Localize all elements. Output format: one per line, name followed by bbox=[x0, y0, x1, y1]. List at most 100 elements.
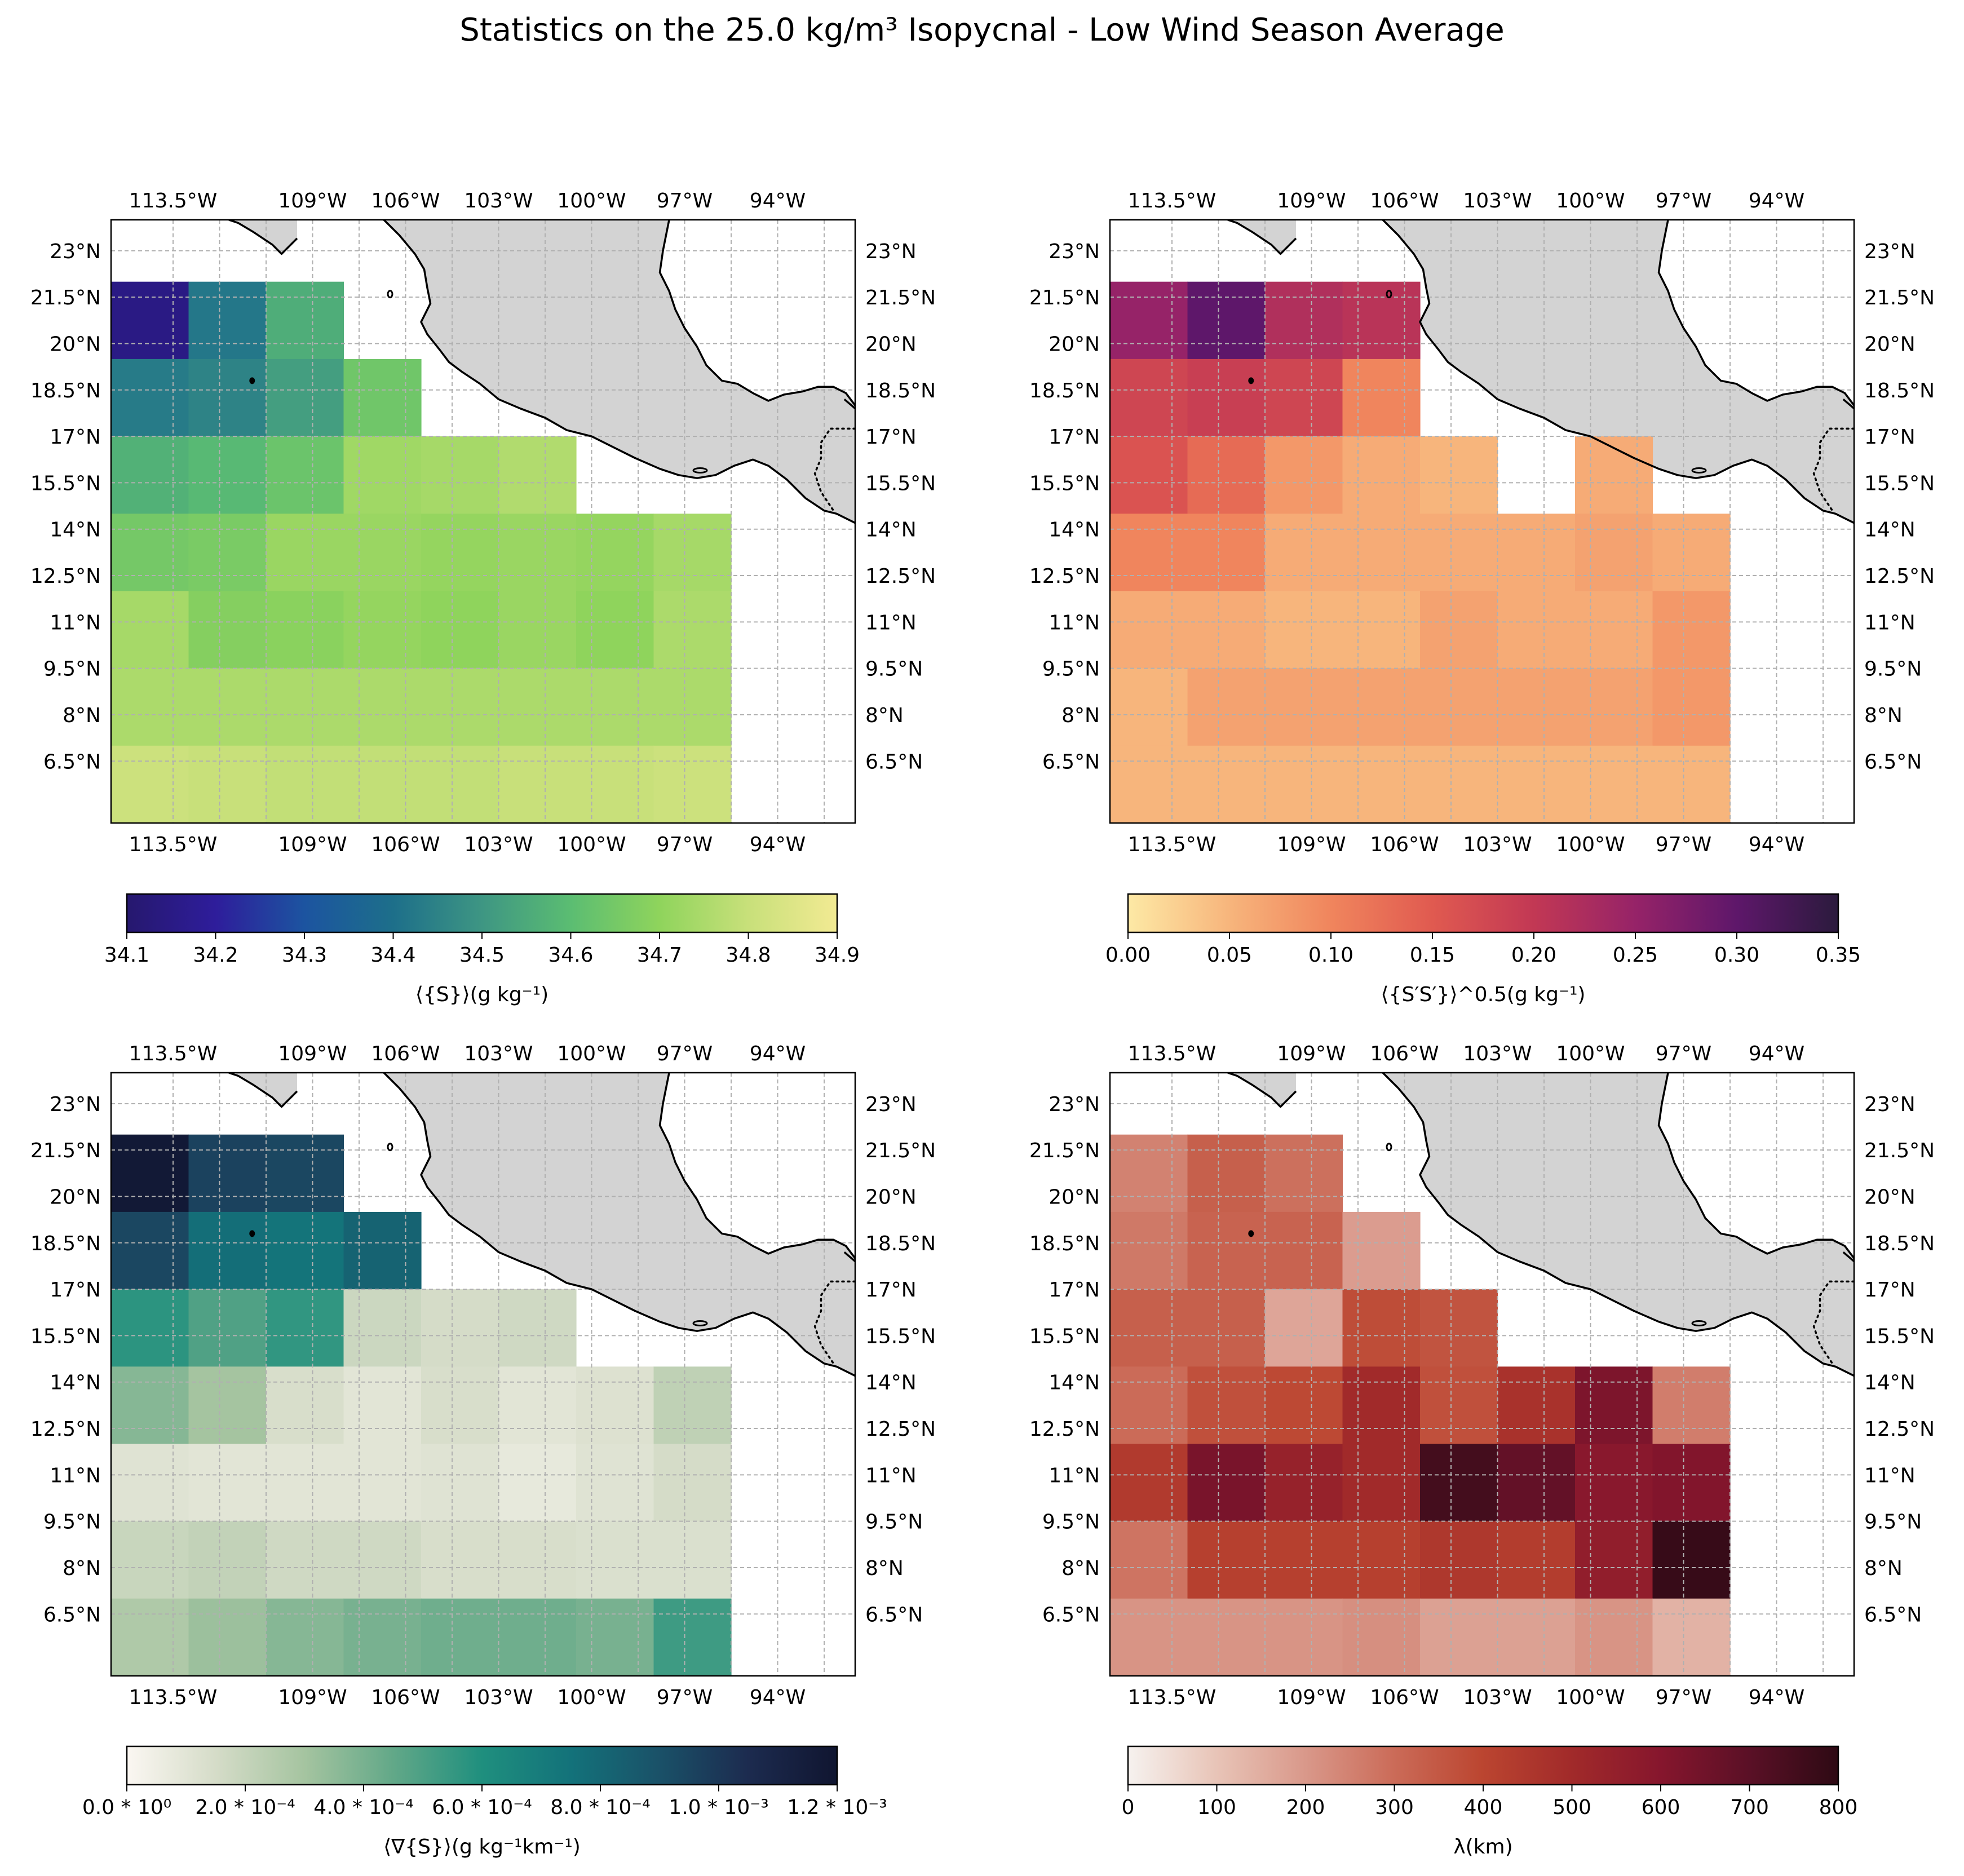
heatmap-cells bbox=[111, 1134, 732, 1676]
lat-tick-label-right: 15.5°N bbox=[865, 1325, 936, 1348]
colorbar-tick-label: 0 bbox=[1122, 1796, 1135, 1819]
heatmap-cell bbox=[266, 745, 344, 823]
island-socorro bbox=[249, 1230, 255, 1237]
lat-tick-label-left: 20°N bbox=[50, 1185, 101, 1209]
colorbar-tick-label: 34.1 bbox=[104, 944, 149, 967]
lat-tick-label-left: 11°N bbox=[1049, 1464, 1100, 1487]
gridlines bbox=[111, 220, 855, 823]
heatmap-cell bbox=[1187, 436, 1266, 514]
colorbar-tick-label: 700 bbox=[1730, 1796, 1769, 1819]
lat-tick-label-left: 21.5°N bbox=[30, 1139, 101, 1162]
lon-tick-label-bottom: 103°W bbox=[464, 833, 533, 856]
colorbar-tick-label: 100 bbox=[1197, 1796, 1236, 1819]
heatmap-cell bbox=[1110, 514, 1188, 592]
lat-tick-label-right: 23°N bbox=[865, 1093, 917, 1116]
heatmap-cell bbox=[188, 1521, 267, 1599]
heatmap-cell bbox=[343, 591, 422, 669]
lon-tick-label-bottom: 109°W bbox=[1277, 833, 1346, 856]
heatmap-cell bbox=[343, 1366, 422, 1445]
lat-tick-label-right: 15.5°N bbox=[1864, 472, 1935, 495]
lon-tick-label-top: 103°W bbox=[464, 1042, 533, 1065]
coastline-segment bbox=[843, 398, 855, 410]
heatmap-cell bbox=[1265, 436, 1343, 514]
heatmap-cell bbox=[266, 1211, 344, 1290]
heatmap-cell bbox=[1342, 1366, 1421, 1445]
lon-tick-label-top: 100°W bbox=[557, 189, 626, 213]
colorbar-mean-salinity: 34.1 34.2 34.3 34.4 34.5 34.6 34.7 34.8 34.9 ⟨{S}… bbox=[104, 893, 860, 1006]
lon-tick-label-bottom: 103°W bbox=[1463, 1686, 1532, 1709]
heatmap-cell bbox=[576, 1598, 654, 1676]
lat-tick-label-left: 9.5°N bbox=[1042, 1511, 1100, 1534]
heatmap-cell bbox=[1575, 1366, 1653, 1445]
gulf-water bbox=[660, 1073, 855, 1259]
panel-mean-salinity: 113.5°W 113.5°W 109°W 109°W 106°W 106°W 103°W 1… bbox=[30, 189, 936, 856]
heatmap-cell bbox=[1575, 436, 1653, 514]
lat-tick-label-right: 14°N bbox=[1864, 519, 1916, 542]
heatmap-cell bbox=[1265, 359, 1343, 437]
heatmap-cell bbox=[1110, 1444, 1188, 1522]
lat-tick-label-right: 6.5°N bbox=[865, 1603, 923, 1626]
lon-tick-label-top: 106°W bbox=[1370, 189, 1439, 213]
colorbar-gradient bbox=[126, 893, 838, 933]
lat-tick-label-left: 9.5°N bbox=[1042, 658, 1100, 681]
lat-tick-label-right: 21.5°N bbox=[1864, 286, 1935, 309]
lat-tick-label-right: 12.5°N bbox=[865, 1418, 936, 1441]
lat-tick-label-right: 8°N bbox=[1864, 1557, 1903, 1580]
map-frame bbox=[110, 1072, 856, 1677]
lon-tick-label-top: 97°W bbox=[1656, 1042, 1711, 1065]
coastline bbox=[228, 1073, 855, 1377]
heatmap-cell bbox=[1265, 1598, 1343, 1676]
lat-tick-label-right: 11°N bbox=[1864, 611, 1916, 634]
colorbar-tick-label: 0.30 bbox=[1714, 944, 1759, 967]
figure-title: Statistics on the 25.0 kg/m³ Isopycnal -… bbox=[459, 12, 1504, 48]
lat-tick-label-right: 11°N bbox=[865, 1464, 917, 1487]
heatmap-cell bbox=[576, 745, 654, 823]
heatmap-cell bbox=[1110, 745, 1188, 823]
colorbar-tick-label: 0.05 bbox=[1207, 944, 1252, 967]
heatmap-cell bbox=[111, 745, 189, 823]
island-marias bbox=[387, 290, 393, 299]
lon-tick-label-bottom: 94°W bbox=[750, 1686, 806, 1709]
heatmap-cell bbox=[343, 436, 422, 514]
heatmap-cells bbox=[1110, 281, 1731, 823]
gulf-water bbox=[660, 220, 855, 406]
lat-tick-label-left: 14°N bbox=[1049, 1371, 1100, 1395]
lat-tick-label-right: 18.5°N bbox=[1864, 1232, 1935, 1255]
lat-tick-label-right: 8°N bbox=[865, 704, 904, 727]
heatmap-cell bbox=[266, 359, 344, 437]
land-mexico bbox=[1383, 220, 1854, 523]
lat-tick-label-right: 11°N bbox=[1864, 1464, 1916, 1487]
heatmap-cell bbox=[1265, 1289, 1343, 1367]
heatmap-cell bbox=[653, 1521, 732, 1599]
coastline-segment bbox=[1657, 220, 1854, 406]
lat-tick-label-left: 12.5°N bbox=[1029, 1418, 1100, 1441]
lat-tick-label-right: 23°N bbox=[865, 240, 917, 263]
lat-tick-label-left: 17°N bbox=[50, 1278, 101, 1302]
heatmap-cell bbox=[1110, 1521, 1188, 1599]
heatmap-cell bbox=[1497, 1521, 1576, 1599]
heatmap-cell bbox=[1187, 745, 1266, 823]
lat-tick-label-left: 21.5°N bbox=[1029, 286, 1100, 309]
heatmap-cell bbox=[653, 591, 732, 669]
heatmap-cell bbox=[576, 1366, 654, 1445]
tick-labels: 113.5°W 113.5°W 109°W 109°W 106°W 106°W 103°W 1… bbox=[1029, 1042, 1935, 1709]
coastline-segment bbox=[1842, 1251, 1854, 1263]
lon-tick-label-top: 94°W bbox=[1749, 1042, 1804, 1065]
heatmap-cell bbox=[421, 1598, 499, 1676]
heatmap-cell bbox=[1187, 591, 1266, 669]
lat-tick-label-right: 9.5°N bbox=[1864, 658, 1922, 681]
colorbar-tick-label: 34.3 bbox=[282, 944, 327, 967]
lat-tick-label-left: 23°N bbox=[1049, 1093, 1100, 1116]
lat-tick-label-right: 21.5°N bbox=[865, 286, 936, 309]
colorbar-tick-label: 34.8 bbox=[726, 944, 771, 967]
heatmap-cell bbox=[266, 1521, 344, 1599]
lat-tick-label-right: 14°N bbox=[865, 519, 917, 542]
colorbar-tick-label: 200 bbox=[1286, 1796, 1325, 1819]
lon-tick-label-top: 97°W bbox=[657, 1042, 713, 1065]
lat-tick-label-left: 12.5°N bbox=[30, 1418, 101, 1441]
heatmap-cell bbox=[1420, 1366, 1498, 1445]
lon-tick-label-bottom: 94°W bbox=[750, 833, 806, 856]
lat-tick-label-left: 17°N bbox=[1049, 1278, 1100, 1302]
lon-tick-label-top: 113.5°W bbox=[129, 189, 218, 213]
